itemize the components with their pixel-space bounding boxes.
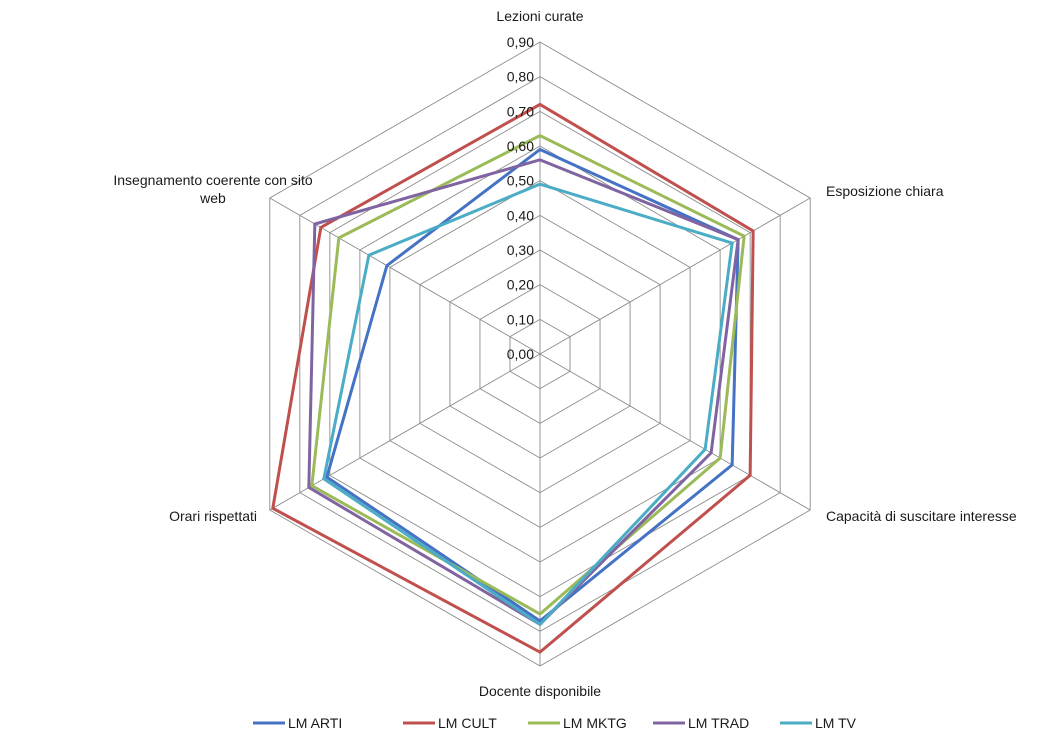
tick-label: 0,10 <box>507 311 534 327</box>
tick-label: 0,80 <box>507 69 534 85</box>
axis-label: Lezioni curate <box>496 8 583 24</box>
legend-item-lm-arti: LM ARTI <box>253 715 342 731</box>
legend-item-lm-mktg: LM MKTG <box>528 715 627 731</box>
legend-label: LM TV <box>815 715 857 731</box>
legend-label: LM MKTG <box>563 715 627 731</box>
axis-labels: Lezioni curate Esposizione chiara Capacità… <box>113 8 1016 699</box>
legend-label: LM TRAD <box>688 715 749 731</box>
tick-label: 0,60 <box>507 138 534 154</box>
axis-spoke <box>539 197 811 355</box>
tick-label: 0,20 <box>507 277 534 293</box>
legend-item-lm-cult: LM CULT <box>403 715 497 731</box>
axis-label: Insegnamento coerente con sito web <box>113 172 312 206</box>
axis-label-line: Insegnamento coerente con sito <box>113 172 312 188</box>
legend-item-lm-trad: LM TRAD <box>653 715 749 731</box>
legend-label: LM ARTI <box>288 715 342 731</box>
tick-labels: 0,00 0,10 0,20 0,30 0,40 0,50 0,60 0,70 0,80 0,90 <box>507 34 534 362</box>
axis-spoke <box>269 353 541 511</box>
axis-label-line: Docente disponibile <box>479 683 601 699</box>
legend-label: LM CULT <box>438 715 497 731</box>
tick-label: 0,90 <box>507 34 534 50</box>
axis-label-line: Esposizione chiara <box>826 183 944 199</box>
series-line-lm-cult <box>271 102 755 654</box>
axis-label: Capacità di suscitare interesse <box>826 508 1017 524</box>
series-line-lm-trad <box>307 158 740 627</box>
tick-label: 0,70 <box>507 103 534 119</box>
axis-label-line: Orari rispettati <box>169 508 257 524</box>
series-layer <box>271 102 755 654</box>
series-line-lm-mktg <box>310 133 746 616</box>
legend-item-lm-tv: LM TV <box>780 715 857 731</box>
axis-label-line: Lezioni curate <box>496 8 583 24</box>
axis-spoke <box>269 197 541 355</box>
axis-spoke <box>539 353 811 511</box>
axis-label: Esposizione chiara <box>826 183 944 199</box>
tick-label: 0,50 <box>507 173 534 189</box>
legend: LM ARTI LM CULT LM MKTG LM TRAD LM TV <box>253 715 857 731</box>
axis-label: Docente disponibile <box>479 683 601 699</box>
tick-label: 0,30 <box>507 242 534 258</box>
axis-label-line: Capacità di suscitare interesse <box>826 508 1017 524</box>
series-line-lm-tv <box>322 182 734 627</box>
axis-label-line: web <box>199 190 226 206</box>
tick-label: 0,00 <box>507 346 534 362</box>
tick-label: 0,40 <box>507 207 534 223</box>
axis-label: Orari rispettati <box>169 508 257 524</box>
